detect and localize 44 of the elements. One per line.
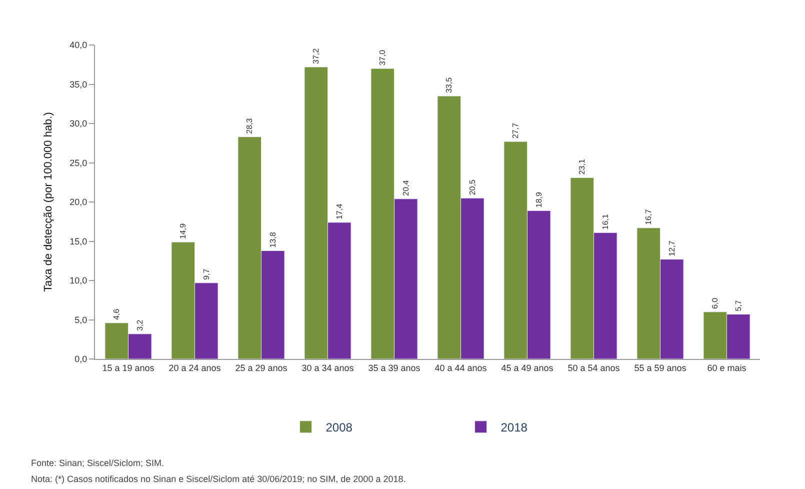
y-tick-label: 20,0: [70, 197, 88, 208]
data-label: 20,5: [468, 178, 477, 196]
y-tick-label: 40,0: [70, 40, 88, 50]
x-tick-label: 50 a 54 anos: [568, 362, 620, 373]
x-tick-label: 30 a 34 anos: [302, 362, 354, 373]
y-tick-label: 10,0: [70, 276, 88, 286]
data-label: 4,6: [112, 308, 122, 320]
data-label: 6,0: [710, 297, 720, 309]
text: Nota: (*) Casos notificados no Sinan e Siscel/Siclom até 30/06/2019; no SIM, de 2000 a 2018.: [31, 474, 406, 484]
data-label: 12,7: [667, 240, 676, 256]
y-tick-label: 5,0: [74, 314, 88, 325]
x-tick-label: 20 a 24 anos: [168, 362, 222, 373]
data-label: 9,7: [202, 268, 211, 280]
data-label: 33,5: [444, 76, 454, 94]
y-tick-label: 35,0: [70, 79, 88, 90]
x-tick-label: 60 e mais: [707, 362, 747, 373]
y-tick-label: 25,0: [70, 158, 88, 168]
y-tick-label: 30,0: [70, 118, 88, 129]
data-label: 37,0: [378, 49, 388, 66]
source-note: Fonte: Sinan; Siscel/Siclom; SIM.: [31, 458, 164, 468]
x-tick-label: 40 a 44 anos: [434, 362, 488, 373]
data-label: 5,7: [734, 300, 743, 312]
x-tick-label: 55 a 59 anos: [634, 362, 687, 373]
legend-label: 2008: [326, 420, 353, 435]
x-tick-label: 25 a 29 anos: [235, 362, 288, 373]
data-label: 13,8: [268, 232, 278, 248]
legend-label: 2018: [500, 420, 528, 435]
data-label: 23,1: [578, 158, 587, 175]
data-label: 28,3: [245, 118, 254, 134]
x-tick-label: 45 a 49 anos: [501, 362, 554, 373]
data-label: 27,7: [511, 122, 520, 139]
y-tick-label: 0,0: [74, 354, 88, 364]
data-label: 3,2: [135, 319, 144, 331]
data-label: 20,4: [401, 180, 410, 196]
data-label: 18,9: [534, 192, 544, 208]
data-label: 16,7: [644, 208, 654, 225]
x-tick-label: 15 a 19 anos: [102, 362, 155, 373]
x-tick-label: 35 a 39 anos: [368, 362, 421, 373]
data-label: 14,9: [178, 222, 188, 240]
data-label: 17,4: [334, 203, 344, 220]
y-axis-title: Taxa de detecção (por 100.000 hab.): [42, 112, 54, 292]
data-label: 37,2: [312, 48, 321, 64]
y-tick-label: 15,0: [70, 236, 88, 246]
data-label: 16,1: [600, 214, 610, 230]
